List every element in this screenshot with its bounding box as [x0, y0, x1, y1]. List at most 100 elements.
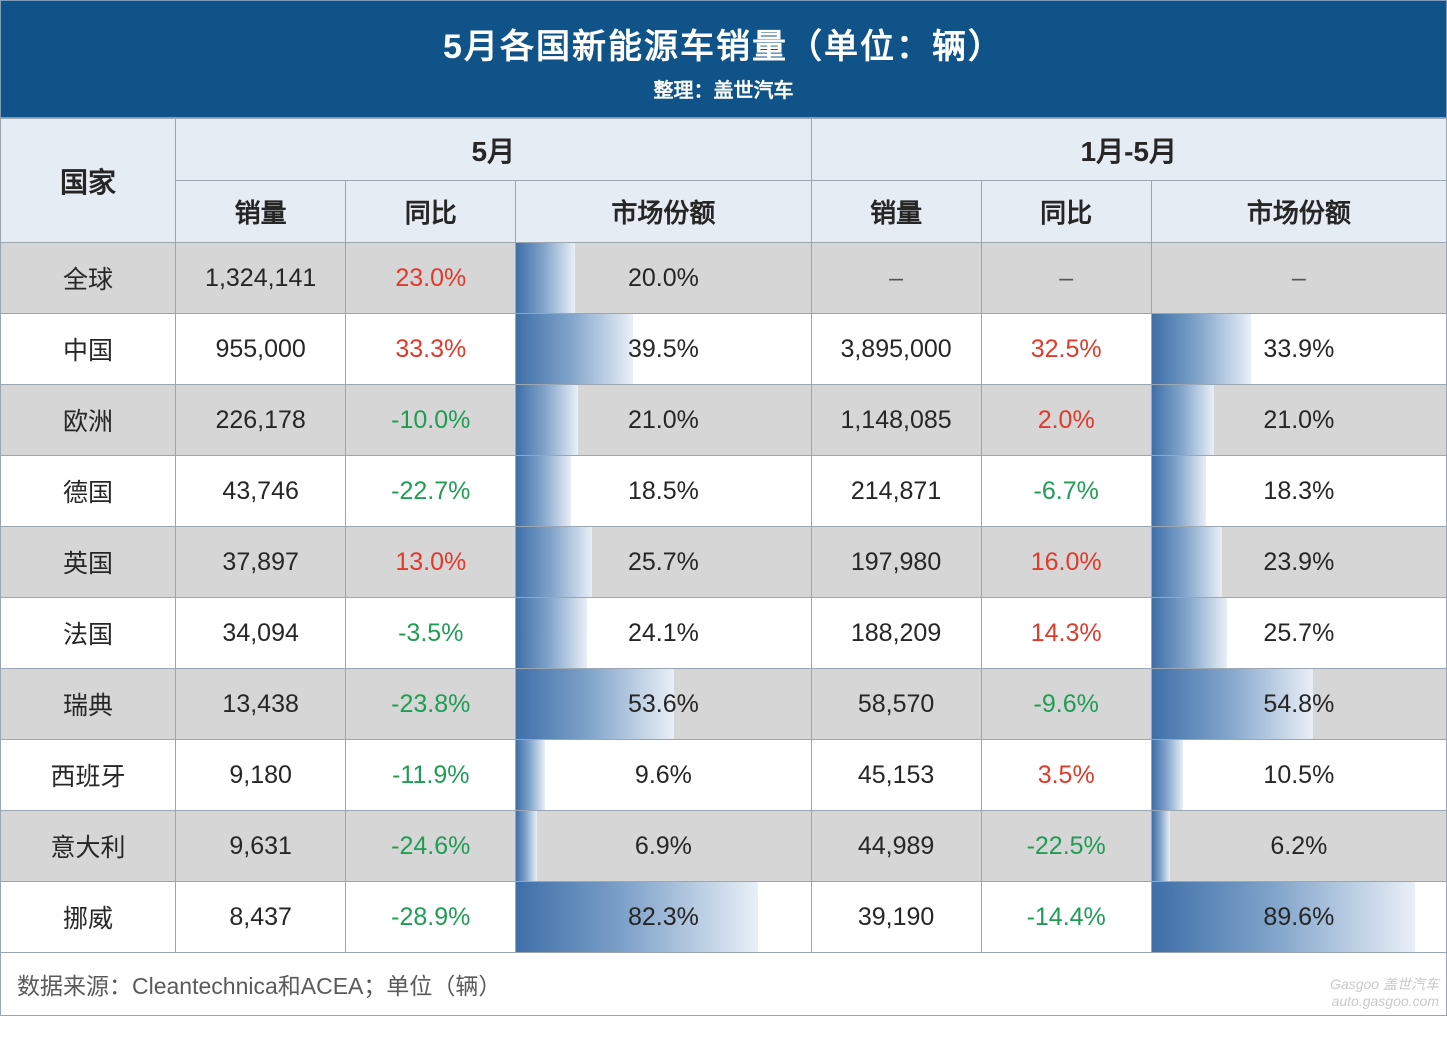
cell-share: 21.0% [1151, 385, 1446, 456]
cell-share: 53.6% [516, 669, 811, 740]
col-country: 国家 [1, 119, 176, 243]
share-label: 39.5% [516, 314, 810, 384]
cell-sales: 1,148,085 [811, 385, 981, 456]
share-label: 18.5% [516, 456, 810, 526]
cell-yoy: -22.7% [346, 456, 516, 527]
cell-sales: 226,178 [176, 385, 346, 456]
cell-country: 中国 [1, 314, 176, 385]
share-label: 25.7% [516, 527, 810, 597]
cell-sales: – [811, 243, 981, 314]
chart-title: 5月各国新能源车销量（单位：辆） [1, 19, 1446, 68]
cell-yoy: -23.8% [346, 669, 516, 740]
cell-share: 24.1% [516, 598, 811, 669]
col-period-ytd: 1月-5月 [811, 119, 1446, 181]
cell-yoy: 2.0% [981, 385, 1151, 456]
share-label: 6.9% [516, 811, 810, 881]
cell-sales: 955,000 [176, 314, 346, 385]
cell-share: 23.9% [1151, 527, 1446, 598]
cell-yoy: -14.4% [981, 882, 1151, 953]
cell-sales: 43,746 [176, 456, 346, 527]
col-may-yoy: 同比 [346, 181, 516, 243]
cell-sales: 197,980 [811, 527, 981, 598]
cell-yoy: -10.0% [346, 385, 516, 456]
cell-yoy: -28.9% [346, 882, 516, 953]
share-label: 23.9% [1152, 527, 1446, 597]
col-ytd-share: 市场份额 [1151, 181, 1446, 243]
share-label: 20.0% [516, 243, 810, 313]
share-label: 54.8% [1152, 669, 1446, 739]
nev-sales-table: 国家 5月 1月-5月 销量 同比 市场份额 销量 同比 市场份额 全球1,32… [0, 118, 1447, 1016]
cell-sales: 188,209 [811, 598, 981, 669]
cell-sales: 1,324,141 [176, 243, 346, 314]
cell-share: 54.8% [1151, 669, 1446, 740]
share-label: 33.9% [1152, 314, 1446, 384]
cell-share: 39.5% [516, 314, 811, 385]
cell-country: 瑞典 [1, 669, 176, 740]
share-label: 21.0% [516, 385, 810, 455]
cell-country: 挪威 [1, 882, 176, 953]
table-row: 中国955,00033.3%39.5%3,895,00032.5%33.9% [1, 314, 1447, 385]
cell-share: 20.0% [516, 243, 811, 314]
share-label: 6.2% [1152, 811, 1446, 881]
cell-yoy: – [981, 243, 1151, 314]
cell-share: 6.2% [1151, 811, 1446, 882]
cell-share: 25.7% [1151, 598, 1446, 669]
cell-yoy: -24.6% [346, 811, 516, 882]
cell-share: – [1151, 243, 1446, 314]
chart-subtitle: 整理：盖世汽车 [1, 74, 1446, 103]
table-row: 英国37,89713.0%25.7%197,98016.0%23.9% [1, 527, 1447, 598]
share-label: 18.3% [1152, 456, 1446, 526]
table-row: 欧洲226,178-10.0%21.0%1,148,0852.0%21.0% [1, 385, 1447, 456]
share-label: 89.6% [1152, 882, 1446, 952]
cell-yoy: -11.9% [346, 740, 516, 811]
table-row: 挪威8,437-28.9%82.3%39,190-14.4%89.6% [1, 882, 1447, 953]
cell-yoy: 16.0% [981, 527, 1151, 598]
cell-share: 10.5% [1151, 740, 1446, 811]
share-label: 82.3% [516, 882, 810, 952]
share-label: 25.7% [1152, 598, 1446, 668]
cell-share: 89.6% [1151, 882, 1446, 953]
share-label: 10.5% [1152, 740, 1446, 810]
table-row: 德国43,746-22.7%18.5%214,871-6.7%18.3% [1, 456, 1447, 527]
cell-country: 欧洲 [1, 385, 176, 456]
col-may-sales: 销量 [176, 181, 346, 243]
cell-sales: 3,895,000 [811, 314, 981, 385]
cell-sales: 214,871 [811, 456, 981, 527]
cell-yoy: -22.5% [981, 811, 1151, 882]
cell-yoy: -6.7% [981, 456, 1151, 527]
col-ytd-yoy: 同比 [981, 181, 1151, 243]
cell-sales: 34,094 [176, 598, 346, 669]
cell-country: 全球 [1, 243, 176, 314]
cell-country: 德国 [1, 456, 176, 527]
cell-sales: 45,153 [811, 740, 981, 811]
cell-yoy: 14.3% [981, 598, 1151, 669]
cell-share: 21.0% [516, 385, 811, 456]
col-may-share: 市场份额 [516, 181, 811, 243]
share-label: 9.6% [516, 740, 810, 810]
cell-sales: 37,897 [176, 527, 346, 598]
cell-sales: 13,438 [176, 669, 346, 740]
cell-share: 33.9% [1151, 314, 1446, 385]
share-label: 21.0% [1152, 385, 1446, 455]
cell-sales: 44,989 [811, 811, 981, 882]
cell-yoy: -9.6% [981, 669, 1151, 740]
cell-share: 25.7% [516, 527, 811, 598]
table-row: 全球1,324,14123.0%20.0%––– [1, 243, 1447, 314]
cell-country: 意大利 [1, 811, 176, 882]
cell-yoy: 3.5% [981, 740, 1151, 811]
cell-share: 82.3% [516, 882, 811, 953]
cell-share: 6.9% [516, 811, 811, 882]
share-label: – [1152, 243, 1446, 313]
cell-yoy: 13.0% [346, 527, 516, 598]
cell-sales: 9,631 [176, 811, 346, 882]
table-row: 意大利9,631-24.6%6.9%44,989-22.5%6.2% [1, 811, 1447, 882]
data-source-footer: 数据来源：Cleantechnica和ACEA；单位（辆） [1, 953, 1447, 1016]
cell-yoy: 32.5% [981, 314, 1151, 385]
cell-yoy: 33.3% [346, 314, 516, 385]
cell-country: 法国 [1, 598, 176, 669]
cell-sales: 8,437 [176, 882, 346, 953]
cell-sales: 39,190 [811, 882, 981, 953]
cell-country: 西班牙 [1, 740, 176, 811]
share-label: 24.1% [516, 598, 810, 668]
col-ytd-sales: 销量 [811, 181, 981, 243]
